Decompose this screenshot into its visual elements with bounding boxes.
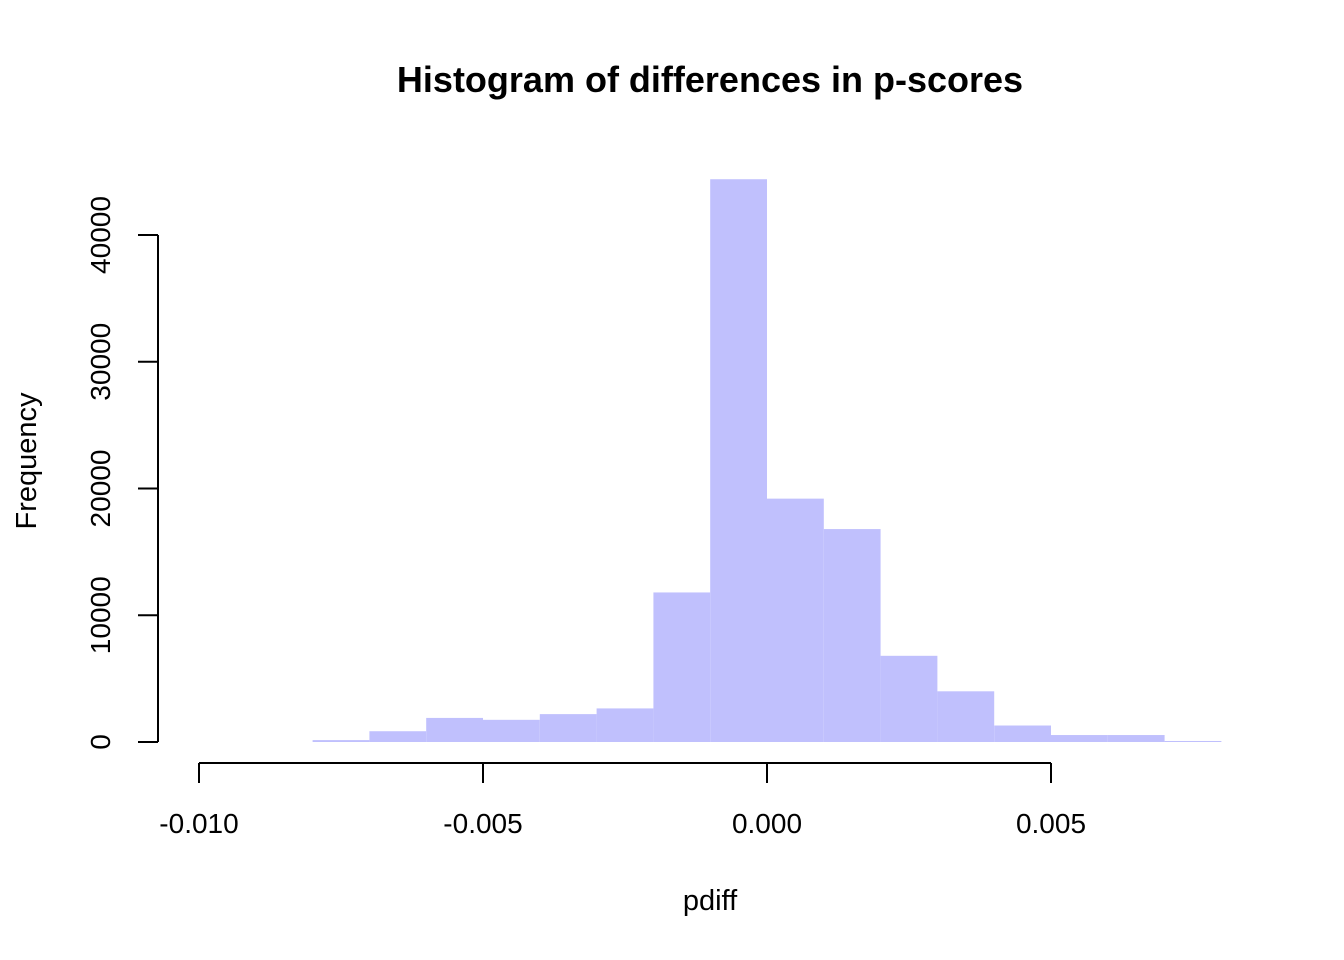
histogram-bar	[426, 717, 483, 742]
histogram-bar	[937, 691, 995, 742]
histogram-bar	[994, 725, 1051, 742]
x-tick-label: 0.000	[732, 808, 802, 839]
histogram-bar	[312, 740, 370, 742]
y-axis: 0 10000 20000 30000 40000	[85, 196, 159, 750]
y-axis-label: Frequency	[11, 392, 43, 530]
histogram-bar	[710, 179, 767, 743]
histogram-bar	[767, 498, 824, 742]
histogram-bar	[1164, 740, 1222, 742]
histogram-bar	[1107, 735, 1165, 742]
y-tick-label: 10000	[85, 576, 116, 654]
histogram-bar	[483, 719, 540, 742]
chart-title: Histogram of differences in p-scores	[397, 59, 1023, 100]
x-axis-label: pdiff	[683, 885, 738, 917]
histogram-bar	[823, 529, 881, 742]
histogram-bar	[653, 592, 711, 742]
histogram-bar	[369, 731, 427, 742]
y-tick-label: 0	[85, 734, 116, 750]
x-tick-label: 0.005	[1016, 808, 1086, 839]
histogram-bar	[596, 708, 654, 742]
y-tick-label: 40000	[85, 196, 116, 274]
histogram-bar	[880, 655, 938, 742]
histogram-bar	[1051, 735, 1108, 742]
histogram-bar	[539, 714, 597, 742]
y-tick-label: 30000	[85, 323, 116, 401]
y-tick-label: 20000	[85, 450, 116, 528]
x-tick-label: -0.005	[443, 808, 522, 839]
x-axis: -0.010 -0.005 0.000 0.005	[159, 762, 1086, 839]
histogram-bars	[312, 179, 1222, 743]
x-tick-label: -0.010	[159, 808, 238, 839]
